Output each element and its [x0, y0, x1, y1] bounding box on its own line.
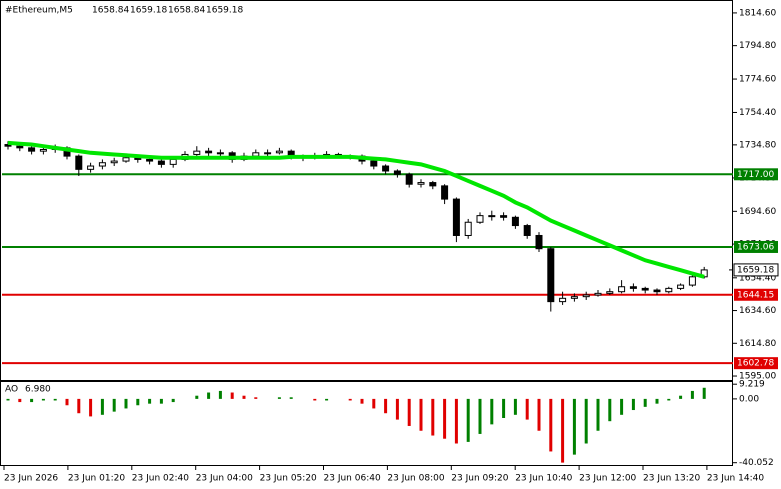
- level-label: 1673.06: [737, 242, 774, 252]
- candle-body: [39, 148, 47, 152]
- candle-body: [169, 158, 177, 165]
- candle-body: [264, 152, 272, 155]
- x-tick-label: 23 Jun 10:40: [515, 474, 572, 484]
- ao-panel: [0, 381, 733, 466]
- current-price-tag: [733, 263, 779, 277]
- candle-body: [417, 182, 425, 185]
- y-tick-label: 1774.60: [739, 75, 776, 85]
- x-tick-label: 23 Jun 02:40: [132, 474, 189, 484]
- level-label: 1644.15: [737, 290, 774, 300]
- level-tag: [734, 168, 778, 181]
- level-label: 1602.78: [737, 359, 774, 369]
- candle-body: [464, 221, 472, 236]
- candle-body: [370, 160, 378, 167]
- candle-body: [75, 155, 83, 170]
- x-tick-label: 23 Jun 05:20: [260, 474, 317, 484]
- candle-body: [629, 286, 637, 289]
- x-tick-label: 23 Jun 08:00: [387, 474, 444, 484]
- x-tick-label: 23 Jun 04:00: [196, 474, 253, 484]
- candle-body: [405, 173, 413, 185]
- candle-body: [252, 152, 260, 157]
- x-tick-label: 23 Jun 14:40: [707, 474, 764, 484]
- candle-body: [429, 182, 437, 187]
- ao-last: 6.980: [25, 385, 51, 395]
- candle-body: [677, 284, 685, 289]
- y-tick-label: 1654.40: [739, 273, 776, 283]
- ao-name: AO: [5, 385, 18, 395]
- candle-body: [511, 216, 519, 227]
- candle-body: [205, 150, 213, 154]
- ao-tick-label: -40.052: [739, 458, 774, 468]
- candle-body: [441, 185, 449, 200]
- x-tick-label: 23 Jun 01:20: [68, 474, 125, 484]
- candle-body: [500, 215, 508, 218]
- candle-body: [193, 150, 201, 155]
- candle-body: [582, 294, 590, 298]
- y-tick-label: 1734.80: [739, 140, 776, 150]
- candle-body: [606, 291, 614, 294]
- symbol: #Ethereum,M5: [5, 6, 73, 16]
- candle-body: [216, 152, 224, 155]
- y-tick-label: 1614.80: [739, 339, 776, 349]
- candle-body: [275, 150, 283, 154]
- candle-body: [688, 276, 696, 286]
- candle-body: [382, 165, 390, 172]
- candle-body: [641, 287, 649, 291]
- candle-body: [122, 157, 130, 162]
- current-price-label: 1659.18: [737, 265, 774, 275]
- level-tag: [734, 240, 778, 253]
- y-tick-label: 1814.60: [739, 8, 776, 18]
- level-label: 1717.00: [737, 170, 774, 180]
- candle-body: [157, 160, 165, 165]
- ao-tick-label: 9.219: [739, 380, 765, 390]
- x-tick-label: 23 Jun 06:40: [324, 474, 381, 484]
- x-tick-label: 23 Jun 13:20: [643, 474, 700, 484]
- moving-average: [7, 140, 705, 279]
- candle-body: [488, 215, 496, 218]
- level-tag: [734, 357, 778, 370]
- header-value: 1659.18: [206, 6, 243, 16]
- candle-body: [535, 234, 543, 250]
- candle-body: [28, 147, 36, 152]
- candle-body: [87, 165, 95, 170]
- ao-tick-label: 0.00: [739, 394, 759, 404]
- candle-body: [665, 287, 673, 293]
- candle-body: [476, 215, 484, 223]
- candle-body: [16, 145, 24, 149]
- y-tick-label: 1595.00: [739, 372, 776, 382]
- candle-body: [570, 296, 578, 299]
- candle-body: [110, 160, 118, 164]
- candle-body: [146, 158, 154, 162]
- level-tag: [734, 288, 778, 301]
- main-panel: [0, 0, 733, 381]
- candle-body: [653, 289, 661, 293]
- y-tick-label: 1634.60: [739, 306, 776, 316]
- header-value: 1659.18: [130, 6, 167, 16]
- candle-body: [393, 170, 401, 175]
- y-tick-label: 1754.40: [739, 108, 776, 118]
- x-tick-label: 23 Jun 2026: [4, 474, 58, 484]
- candle-body: [98, 162, 106, 167]
- y-tick-label: 1794.80: [739, 41, 776, 51]
- candle-body: [594, 292, 602, 296]
- header-value: 1658.84: [92, 6, 129, 16]
- x-tick-label: 23 Jun 12:00: [579, 474, 636, 484]
- x-tick-label: 23 Jun 09:20: [451, 474, 508, 484]
- y-tick-label: 1694.60: [739, 207, 776, 217]
- candle-body: [452, 198, 460, 236]
- candle-body: [547, 248, 555, 303]
- candle-body: [559, 297, 567, 303]
- candle-body: [523, 225, 531, 236]
- header-value: 1658.84: [168, 6, 205, 16]
- candle-body: [618, 286, 626, 293]
